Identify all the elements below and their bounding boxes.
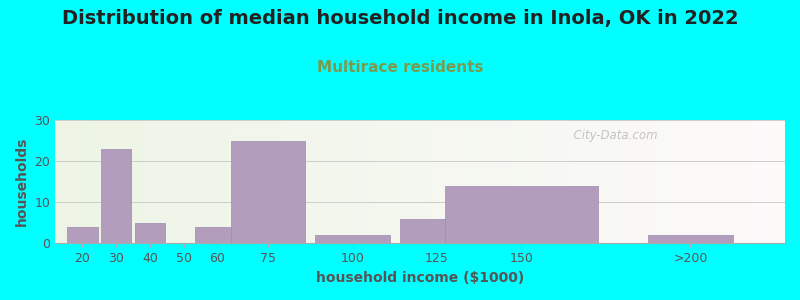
Bar: [446, 186, 598, 243]
Text: City-Data.com: City-Data.com: [566, 129, 658, 142]
Bar: [315, 235, 390, 243]
Bar: [231, 141, 306, 243]
Y-axis label: households: households: [15, 137, 29, 226]
Bar: [101, 149, 131, 243]
Text: Multirace residents: Multirace residents: [317, 60, 483, 75]
Bar: [400, 219, 474, 243]
Bar: [67, 227, 98, 243]
Bar: [648, 235, 733, 243]
Bar: [195, 227, 239, 243]
Bar: [134, 223, 165, 243]
X-axis label: household income ($1000): household income ($1000): [316, 271, 524, 285]
Text: Distribution of median household income in Inola, OK in 2022: Distribution of median household income …: [62, 9, 738, 28]
